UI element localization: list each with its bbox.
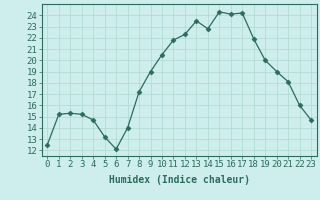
X-axis label: Humidex (Indice chaleur): Humidex (Indice chaleur) bbox=[109, 175, 250, 185]
